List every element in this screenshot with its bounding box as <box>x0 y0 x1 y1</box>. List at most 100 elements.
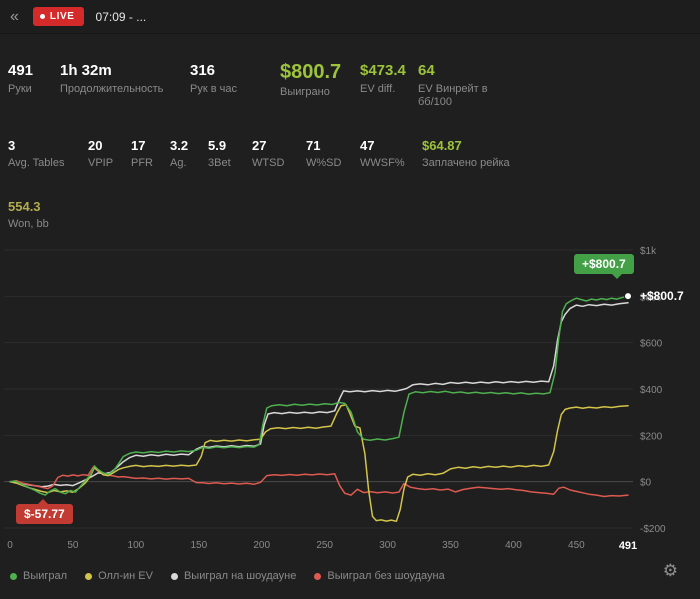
stat-ev-diff: $473.4 EV diff. <box>360 62 418 109</box>
legend-item-won-no-showdown[interactable]: Выиграл без шоудауна <box>314 570 445 582</box>
stat-label: Ag. <box>170 157 187 169</box>
legend-item-won[interactable]: Выиграл <box>10 570 67 582</box>
winnings-chart[interactable]: $1k $800 $600 $400 $200 $0 -$200 0 50 100 150 200 25… <box>0 238 700 560</box>
current-value-dot <box>624 292 632 301</box>
stat-3bet: 5.9 3Bet <box>208 138 252 170</box>
stat-label: WWSF% <box>360 157 405 169</box>
stat-label: Выиграно <box>280 86 330 98</box>
stat-value: $64.87 <box>422 138 462 153</box>
live-indicator-dot <box>39 14 45 19</box>
top-bar: « LIVE 07:09 - ... <box>0 0 700 34</box>
stat-value: 71 <box>306 138 321 153</box>
showdown-series-dot-icon <box>170 572 178 580</box>
y-tick-label: $400 <box>640 385 663 396</box>
x-final-hand-label: 491 <box>619 540 637 552</box>
stat-value: 5.9 <box>208 138 227 153</box>
stat-label: 3Bet <box>208 157 231 169</box>
min-value-badge: $-57.77 <box>16 499 73 524</box>
stat-won-bb: 554.3 Won, bb <box>8 199 49 231</box>
stat-label: Продолжительность <box>60 83 164 95</box>
stat-value: 3.2 <box>170 138 189 153</box>
y-tick-label: -$200 <box>640 524 666 535</box>
stat-wsd: 71 W%SD <box>306 138 360 170</box>
series-line-1 <box>9 404 629 523</box>
stat-won: $800.7 Выиграно <box>280 62 360 109</box>
live-badge[interactable]: LIVE <box>32 7 84 26</box>
stat-value: 17 <box>131 138 146 153</box>
stat-ev-winrate: 64 EV Винрейт в бб/100 <box>418 62 510 109</box>
stat-hands: 491 Руки <box>8 62 60 109</box>
chart-legend: Выиграл Олл-ин EV Выиграл на шоудауне Вы… <box>10 570 445 582</box>
stat-hands-per-hour: 316 Рук в час <box>190 62 280 109</box>
tertiary-stats-row: 554.3 Won, bb <box>8 199 690 231</box>
stat-value: 47 <box>360 138 375 153</box>
stat-label: EV diff. <box>360 83 396 95</box>
session-time-label: 07:09 - ... <box>95 9 147 24</box>
y-tick-label: $200 <box>640 431 663 442</box>
stat-value: 20 <box>88 138 103 153</box>
stat-aggression: 3.2 Ag. <box>170 138 208 170</box>
stat-avg-tables: 3 Avg. Tables <box>8 138 88 170</box>
legend-label: Олл-ин EV <box>98 570 153 582</box>
legend-item-allin-ev[interactable]: Олл-ин EV <box>85 570 153 582</box>
y-tick-label: $600 <box>640 339 663 350</box>
x-tick-label: 350 <box>442 540 459 551</box>
allin-ev-series-dot-icon <box>85 572 93 580</box>
stat-wwsf: 47 WWSF% <box>360 138 422 170</box>
x-tick-label: 150 <box>190 540 207 551</box>
stat-label: Avg. Tables <box>8 157 65 169</box>
stats-panel: 491 Руки 1h 32m Продолжительность 316 Ру… <box>0 34 700 231</box>
collapse-chevrons-icon[interactable]: « <box>10 7 19 25</box>
legend-label: Выиграл на шоудауне <box>183 570 297 582</box>
legend-label: Выиграл <box>23 570 68 582</box>
stat-duration: 1h 32m Продолжительность <box>60 62 190 109</box>
series-line-0 <box>9 295 629 496</box>
stat-pfr: 17 PFR <box>131 138 170 170</box>
stat-label: Заплачено рейка <box>422 157 510 169</box>
stat-label: VPIP <box>88 157 114 169</box>
stat-wtsd: 27 WTSD <box>252 138 306 170</box>
y-tick-label: $800 <box>640 292 663 303</box>
legend-item-won-showdown[interactable]: Выиграл на шоудауне <box>170 570 297 582</box>
stat-label: Рук в час <box>190 83 237 95</box>
x-tick-label: 200 <box>253 540 270 551</box>
stat-rake-paid: $64.87 Заплачено рейка <box>422 138 542 170</box>
stat-label: W%SD <box>306 157 342 169</box>
stat-label: WTSD <box>252 157 285 169</box>
won-series-dot-icon <box>10 572 17 580</box>
no-showdown-series-dot-icon <box>314 572 322 580</box>
peak-value-badge: +$800.7 <box>574 254 634 279</box>
x-tick-label: 0 <box>7 540 13 551</box>
y-tick-label: $0 <box>640 478 652 489</box>
live-label: LIVE <box>49 11 75 22</box>
stat-value: $800.7 <box>280 61 342 83</box>
secondary-stats-row: 3 Avg. Tables 20 VPIP 17 PFR 3.2 Ag. 5.9… <box>8 138 690 170</box>
stat-value: 316 <box>190 62 216 79</box>
x-tick-label: 450 <box>568 540 585 551</box>
stat-value: 27 <box>252 138 267 153</box>
stat-value: 554.3 <box>8 199 41 214</box>
stat-label: PFR <box>131 157 153 169</box>
legend-label: Выиграл без шоудауна <box>327 570 445 582</box>
stat-label: Руки <box>8 83 32 95</box>
chart-canvas: $1k $800 $600 $400 $200 $0 -$200 0 50 100 150 200 25… <box>4 246 666 552</box>
stat-label: EV Винрейт в бб/100 <box>418 83 488 108</box>
y-tick-label: $1k <box>640 246 657 257</box>
current-value-label: +$800.7 <box>640 289 684 303</box>
stat-value: 1h 32m <box>60 62 112 79</box>
x-tick-label: 250 <box>316 540 333 551</box>
stat-label: Won, bb <box>8 218 49 230</box>
x-tick-label: 400 <box>505 540 522 551</box>
x-tick-label: 50 <box>67 540 79 551</box>
stat-value: 64 <box>418 62 435 79</box>
primary-stats-row: 491 Руки 1h 32m Продолжительность 316 Ру… <box>8 62 690 109</box>
series-line-2 <box>9 302 629 488</box>
settings-gear-icon[interactable]: ⚙ <box>662 561 678 580</box>
stat-value: $473.4 <box>360 62 406 79</box>
stat-vpip: 20 VPIP <box>88 138 131 170</box>
x-tick-label: 100 <box>128 540 145 551</box>
x-tick-label: 300 <box>379 540 396 551</box>
stat-value: 3 <box>8 138 16 153</box>
stat-value: 491 <box>8 62 34 79</box>
